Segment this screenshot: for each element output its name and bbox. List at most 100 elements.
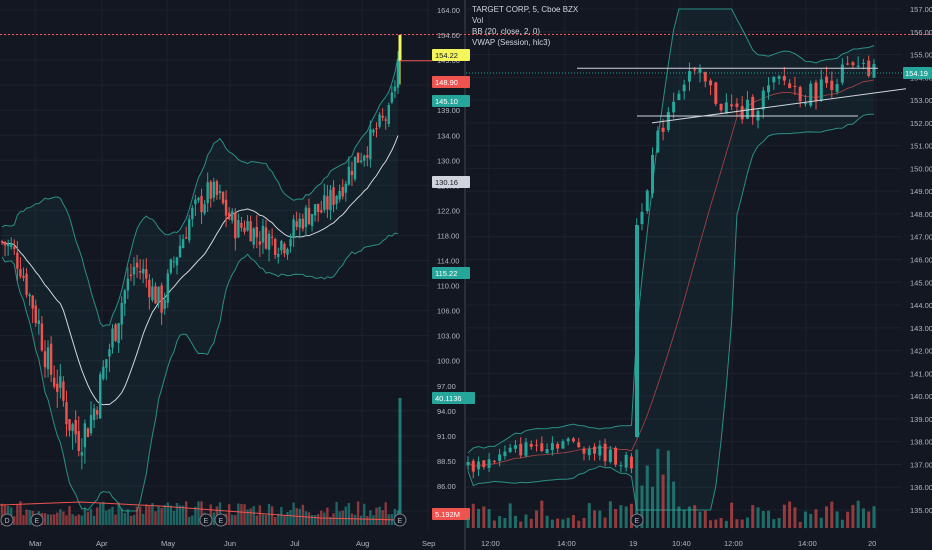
candle	[566, 438, 570, 442]
candle	[221, 192, 225, 204]
volume-bar	[682, 509, 686, 528]
volume-bar	[761, 511, 765, 528]
volume-bar	[693, 505, 697, 528]
vwap-line	[467, 79, 875, 468]
event-marker-icon	[0, 513, 14, 527]
candle	[13, 246, 16, 249]
candle	[396, 59, 400, 88]
volume-bar	[353, 514, 357, 525]
volume-bar	[471, 503, 475, 528]
volume-bar	[28, 509, 31, 525]
candle	[304, 207, 308, 228]
volume-bar	[169, 505, 173, 525]
event-marker-icon	[30, 513, 44, 527]
volume-bar	[191, 515, 194, 525]
volume-bar	[52, 514, 56, 525]
price-tick-label: 142.00	[910, 347, 932, 356]
price-tick-label: 146.00	[910, 256, 932, 265]
bollinger-legend[interactable]: BB (20, close, 2, 0)	[472, 27, 541, 36]
candle	[283, 243, 286, 254]
candle	[267, 233, 271, 250]
candle	[19, 269, 22, 277]
vwap-legend[interactable]: VWAP (Session, hlc3)	[472, 38, 551, 47]
time-tick-label: 14:00	[557, 539, 576, 548]
volume-bar	[178, 505, 182, 525]
symbol-title[interactable]: TARGET CORP, 5, Cboe BZX	[472, 5, 579, 14]
candle	[184, 237, 188, 239]
volume-bar	[304, 511, 308, 525]
time-tick-label: Jul	[290, 539, 300, 548]
candle	[83, 423, 87, 448]
candle	[227, 212, 231, 220]
volume-bar	[289, 510, 292, 525]
volume-bar	[335, 501, 338, 525]
candle	[661, 127, 665, 132]
volume-bar	[117, 502, 120, 525]
volume-bar	[363, 503, 366, 525]
candle	[102, 366, 105, 379]
volume-bar	[212, 512, 216, 525]
volume-bar	[108, 508, 111, 525]
price-badge-label: 115.22	[435, 269, 457, 278]
volume-bar	[194, 506, 197, 525]
volume-bar	[264, 514, 268, 525]
volume-bar	[359, 515, 363, 525]
price-tick-label: 100.00	[437, 357, 460, 366]
volume-bar	[270, 506, 274, 525]
volume-legend[interactable]: Vol	[472, 16, 484, 25]
volume-bar	[105, 510, 108, 525]
candle	[252, 228, 255, 245]
candle	[861, 62, 865, 64]
volume-bar	[111, 506, 114, 525]
candle	[74, 420, 77, 435]
candle	[846, 63, 850, 65]
volume-bar	[0, 503, 4, 525]
candle	[772, 76, 776, 83]
time-tick-label: Mar	[29, 539, 42, 548]
candle	[608, 449, 612, 462]
candle	[295, 221, 298, 227]
candle	[80, 452, 84, 456]
volume-bar	[381, 510, 384, 525]
candle	[151, 286, 154, 301]
candle	[126, 278, 130, 291]
candle	[169, 259, 173, 273]
candle	[550, 443, 554, 451]
price-tick-label: 150.00	[910, 164, 932, 173]
candle	[175, 257, 179, 266]
price-tick-label: 143.00	[910, 324, 932, 333]
candle	[840, 64, 844, 83]
candle	[724, 102, 728, 114]
volume-bar	[482, 506, 486, 528]
candle	[624, 454, 628, 468]
volume-bar	[332, 513, 335, 525]
volume-bar	[280, 507, 283, 525]
volume-bar	[160, 507, 163, 525]
volume-bar	[698, 511, 702, 528]
price-badge	[432, 176, 470, 188]
volume-bar	[19, 501, 22, 525]
volume-bar	[709, 520, 713, 528]
price-badge-label: 154.22	[435, 51, 458, 60]
symbol-header: TARGET CORP, 5, Cboe BZX Vol BB (20, clo…	[472, 4, 578, 48]
volume-bar	[372, 515, 375, 525]
candle	[498, 454, 502, 462]
candle	[535, 444, 539, 446]
volume-bar	[172, 510, 176, 525]
candle	[825, 76, 829, 84]
event-marker-label: E	[398, 518, 403, 525]
volume-bar	[566, 517, 570, 528]
volume-bar	[803, 511, 807, 528]
volume-bar	[398, 398, 402, 525]
volume-bar	[261, 514, 265, 525]
candle	[289, 239, 292, 247]
volume-bar	[89, 508, 93, 525]
volume-bar	[22, 515, 25, 525]
volume-bar	[341, 510, 344, 525]
volume-bar	[661, 474, 665, 528]
price-tick-label: 114.00	[437, 257, 459, 266]
candle	[614, 447, 618, 465]
price-badge-label: 5.192M	[435, 510, 460, 519]
candle	[292, 219, 295, 238]
